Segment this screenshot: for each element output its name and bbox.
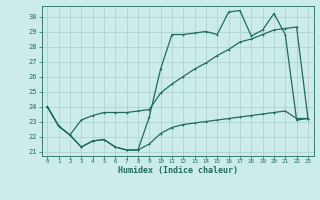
X-axis label: Humidex (Indice chaleur): Humidex (Indice chaleur): [118, 166, 237, 175]
